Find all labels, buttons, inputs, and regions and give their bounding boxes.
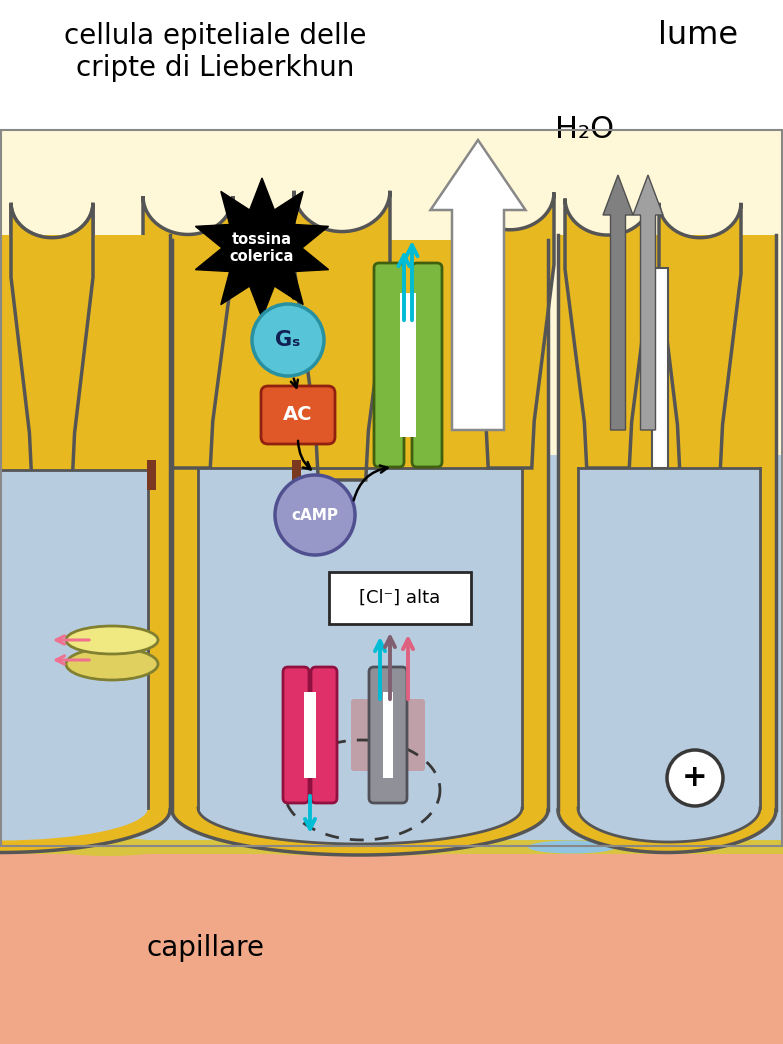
Text: 2Cl⁻: 2Cl⁻ — [388, 811, 428, 829]
Text: liquido
interstiziale: liquido interstiziale — [17, 731, 139, 774]
Bar — [0, 455, 783, 850]
Ellipse shape — [528, 840, 616, 854]
Bar — [0, 235, 170, 810]
Bar — [383, 692, 393, 778]
Text: K⁺: K⁺ — [334, 806, 355, 824]
Circle shape — [275, 475, 355, 555]
Bar — [1, 130, 782, 846]
FancyBboxPatch shape — [311, 667, 337, 803]
Text: capillare: capillare — [146, 934, 264, 962]
FancyBboxPatch shape — [261, 386, 335, 444]
Bar — [172, 240, 548, 810]
Polygon shape — [11, 203, 93, 480]
FancyBboxPatch shape — [329, 572, 471, 624]
Bar — [304, 692, 316, 778]
Ellipse shape — [66, 648, 158, 680]
Bar — [147, 460, 156, 490]
FancyBboxPatch shape — [369, 667, 407, 803]
Polygon shape — [466, 192, 554, 468]
Bar — [0, 840, 783, 854]
Bar — [652, 268, 668, 468]
Polygon shape — [143, 196, 233, 468]
Polygon shape — [565, 198, 651, 468]
Text: lume: lume — [658, 20, 738, 50]
Ellipse shape — [578, 774, 760, 843]
Ellipse shape — [0, 767, 170, 853]
Bar — [558, 235, 776, 810]
Bar — [578, 468, 760, 808]
Circle shape — [667, 750, 723, 806]
Ellipse shape — [0, 776, 148, 840]
Text: Cl⁻: Cl⁻ — [435, 405, 469, 425]
FancyBboxPatch shape — [283, 667, 309, 803]
Text: AC: AC — [283, 405, 312, 425]
Text: Gₛ: Gₛ — [276, 330, 301, 350]
Bar — [0, 846, 783, 1044]
Bar — [198, 468, 522, 808]
Bar — [0, 130, 783, 850]
Text: Na⁺: Na⁺ — [644, 597, 701, 626]
Ellipse shape — [198, 772, 522, 844]
Ellipse shape — [220, 838, 500, 856]
FancyBboxPatch shape — [412, 263, 442, 467]
Text: Na⁺: Na⁺ — [451, 803, 485, 821]
Ellipse shape — [66, 626, 158, 654]
FancyArrow shape — [431, 140, 525, 430]
FancyBboxPatch shape — [374, 263, 404, 467]
Text: cellula epiteliale delle
cripte di Lieberkhun: cellula epiteliale delle cripte di Liebe… — [63, 22, 366, 82]
Polygon shape — [659, 203, 741, 470]
Polygon shape — [294, 191, 390, 480]
Text: +: + — [682, 763, 708, 792]
FancyBboxPatch shape — [401, 699, 425, 772]
Polygon shape — [196, 177, 329, 318]
FancyArrow shape — [603, 175, 633, 430]
FancyBboxPatch shape — [351, 699, 375, 772]
Ellipse shape — [558, 767, 776, 853]
Ellipse shape — [45, 838, 171, 856]
Bar — [292, 460, 301, 490]
Text: tossina
colerica: tossina colerica — [230, 232, 294, 264]
Bar — [0, 470, 148, 808]
Text: [Cl⁻] alta: [Cl⁻] alta — [359, 589, 441, 607]
Ellipse shape — [172, 765, 548, 855]
Text: H₂O: H₂O — [555, 116, 615, 144]
Polygon shape — [11, 203, 93, 480]
Text: Na⁺: Na⁺ — [66, 696, 110, 720]
Bar — [400, 293, 416, 437]
FancyArrow shape — [633, 175, 663, 430]
Circle shape — [252, 304, 324, 376]
Text: K⁺: K⁺ — [150, 588, 175, 608]
Text: cAMP: cAMP — [291, 507, 338, 522]
